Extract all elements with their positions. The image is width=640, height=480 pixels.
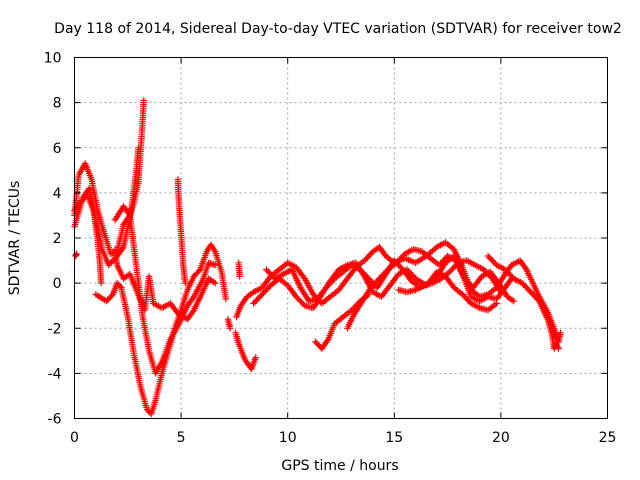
y-tick-labels: -6 -4 -2 0 2 4 6 8 10 — [44, 51, 62, 428]
plus-markers — [111, 246, 219, 323]
y-tick-label: -6 — [48, 412, 62, 428]
y-axis-label: SDTVAR / TECUs — [7, 181, 23, 296]
y-tick-label: 6 — [53, 141, 62, 157]
y-tick-label: -4 — [48, 366, 62, 382]
plus-markers — [233, 239, 562, 345]
series-track-l — [235, 259, 243, 280]
chart-title: Day 118 of 2014, Sidereal Day-to-day VTE… — [54, 21, 622, 37]
plus-markers — [395, 257, 505, 296]
series-track-h — [174, 176, 189, 287]
series-track-k — [233, 239, 562, 345]
x-tick-label: 20 — [492, 430, 510, 446]
grid-lines — [74, 57, 608, 419]
plus-markers — [235, 259, 243, 280]
x-tick-label: 10 — [279, 430, 297, 446]
series-track-g — [111, 246, 219, 323]
y-tick-label: 8 — [53, 96, 62, 112]
plus-markers — [72, 250, 80, 260]
x-tick-label: 25 — [599, 430, 617, 446]
plus-markers — [174, 176, 189, 287]
y-tick-label: 2 — [53, 231, 62, 247]
axis-ticks — [74, 57, 608, 419]
x-tick-labels: 0 5 10 15 20 25 — [70, 430, 616, 446]
x-axis-label: GPS time / hours — [281, 458, 398, 474]
plus-markers — [224, 316, 234, 332]
series-track-q — [395, 257, 505, 296]
data-series — [71, 97, 564, 418]
series-track-c — [72, 250, 80, 260]
y-tick-label: -2 — [48, 321, 62, 337]
plus-markers — [232, 329, 259, 373]
plus-markers — [540, 307, 562, 352]
series-track-j — [232, 329, 259, 373]
x-tick-label: 5 — [177, 430, 186, 446]
x-tick-label: 15 — [385, 430, 403, 446]
y-tick-label: 4 — [53, 186, 62, 202]
x-tick-label: 0 — [70, 430, 79, 446]
y-tick-label: 10 — [44, 51, 62, 67]
series-track-i — [224, 316, 234, 332]
series-track-s — [540, 307, 562, 352]
y-tick-label: 0 — [53, 276, 62, 292]
